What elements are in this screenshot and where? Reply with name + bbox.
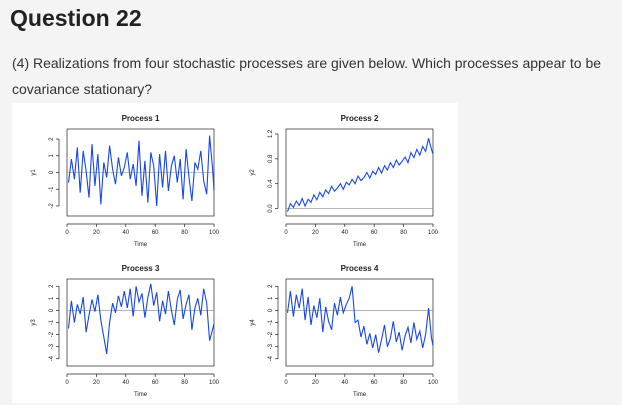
x-tick-label: 100 [209,380,220,386]
x-tick-label: 0 [284,230,288,236]
y-axis-label: y2 [250,169,256,176]
x-tick-label: 0 [284,380,288,386]
figure-panel: Process 1 0 20 40 60 80 100 Time -2 -1 0 1 2 y1 Proces… [12,103,458,403]
y-axis-label: y1 [31,169,37,176]
process-4-plot: Process 4 0 20 40 60 80 100 Time -4 -3 -2 -1 0 1 2 y4 [250,264,439,398]
y-tick-label: -2 [49,203,55,209]
process-1-series-line [67,135,215,207]
x-tick-label: 20 [93,230,100,236]
y-tick-label: -4 [268,355,274,361]
x-axis-label: Time [353,242,367,248]
x-tick-label: 60 [371,380,378,386]
plot-title: Process 4 [341,264,379,273]
y-axis-label: y3 [31,319,37,326]
y-tick-label: 2 [268,284,274,288]
y-axis-label: y4 [250,319,256,326]
x-tick-label: 100 [209,230,220,236]
x-tick-label: 40 [341,230,348,236]
x-tick-label: 60 [371,230,378,236]
x-tick-label: 40 [122,380,129,386]
y-tick-label: -3 [49,343,55,349]
question-prompt: (4) Realizations from four stochastic pr… [12,55,602,97]
question-title: Question 22 [10,5,142,31]
process-2-plot: Process 2 0 20 40 60 80 100 Time 0.0 0.4 0.8 1.2 y2 [250,114,439,248]
y-tick-label: 1 [268,296,274,300]
x-tick-label: 80 [181,230,188,236]
y-tick-label: 2 [49,284,55,288]
y-tick-label: 1 [49,153,55,157]
process-1-plot: Process 1 0 20 40 60 80 100 Time -2 -1 0 1 2 y1 [31,114,220,248]
y-tick-label: -4 [49,355,55,361]
process-4-series-line [286,286,434,353]
plot-title: Process 3 [122,264,160,273]
y-tick-label: -2 [49,331,55,337]
x-tick-label: 60 [152,230,159,236]
y-tick-label: 0 [49,170,55,174]
y-tick-label: 2 [49,137,55,141]
y-tick-label: 1 [49,296,55,300]
process-plots-figure: Process 10 20 40 60 80 100Time-2-1012y1Proces… [31,114,439,398]
x-tick-label: 0 [65,230,69,236]
y-tick-label: 0 [49,308,55,312]
y-tick-label: 0.4 [268,179,274,188]
x-tick-label: 100 [428,230,439,236]
plot-title: Process 1 [122,114,160,123]
x-tick-label: 20 [312,380,319,386]
y-tick-label: 0.0 [268,204,274,213]
plot-frame [66,278,215,367]
x-tick-label: 20 [93,380,100,386]
process-3-series-line [67,283,215,354]
x-tick-label: 60 [152,380,159,386]
y-tick-label: -2 [268,331,274,337]
x-axis-label: Time [134,242,148,248]
x-tick-label: 40 [341,380,348,386]
x-tick-label: 100 [428,380,439,386]
x-tick-label: 0 [65,380,69,386]
y-tick-label: -3 [268,343,274,349]
x-tick-label: 80 [400,230,407,236]
plot-title: Process 2 [341,114,379,123]
process-2-series-line [286,138,434,212]
x-tick-label: 20 [312,230,319,236]
plot-frame [285,278,434,367]
y-tick-label: 0.8 [268,154,274,163]
x-tick-label: 40 [122,230,129,236]
y-tick-label: -1 [49,186,55,192]
x-tick-label: 80 [400,380,407,386]
x-tick-label: 80 [181,380,188,386]
plot-frame [285,128,434,217]
y-tick-label: 0 [268,308,274,312]
y-tick-label: 1.2 [268,129,274,138]
x-axis-label: Time [353,392,367,398]
x-axis-label: Time [134,392,148,398]
y-tick-label: -1 [268,319,274,325]
process-3-plot: Process 3 0 20 40 60 80 100 Time -4 -3 -2 -1 0 1 2 y3 [31,264,220,398]
y-tick-label: -1 [49,319,55,325]
